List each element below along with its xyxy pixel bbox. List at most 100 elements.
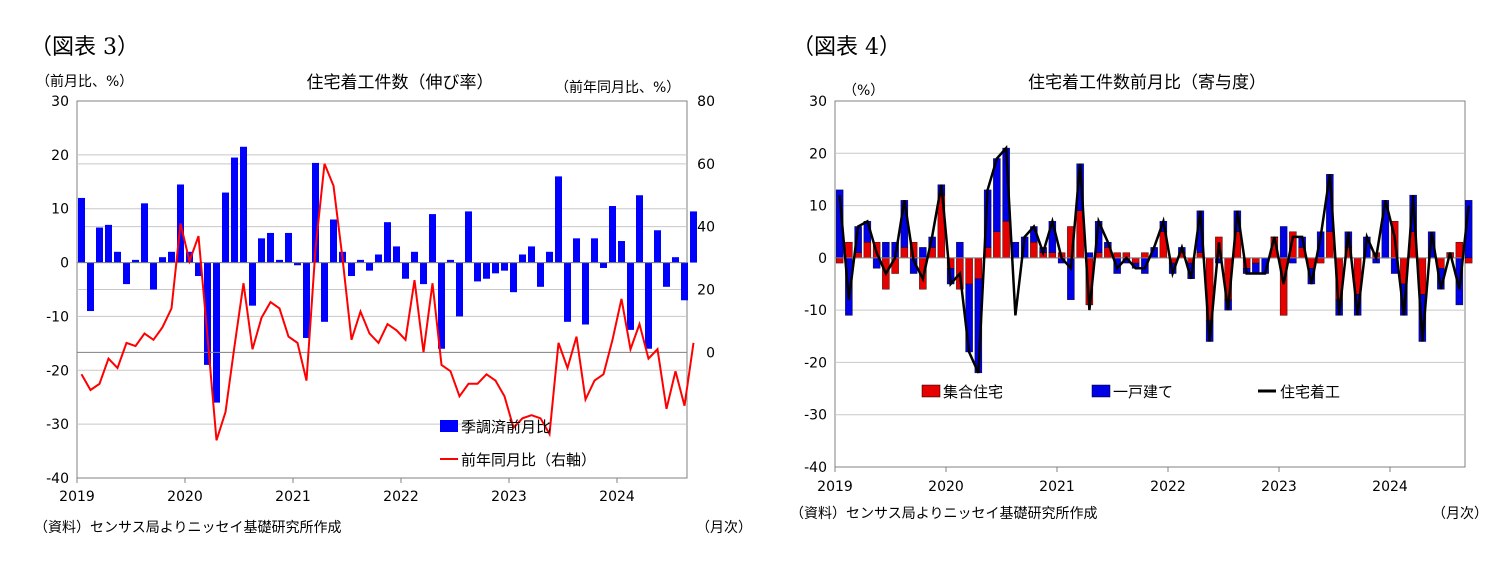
figure3-bar <box>78 197 85 263</box>
figure3-left-tick-label: -30 <box>46 417 69 433</box>
figure4-label: （図表 4） <box>792 35 901 60</box>
figure3-legend-swatch-bar <box>440 420 458 432</box>
figure3-label: （図表 3） <box>30 35 139 60</box>
figure3-bar <box>690 211 697 263</box>
figure3-bar <box>267 232 274 263</box>
figure3-month-note: （月次） <box>696 520 752 536</box>
figure4-bar-multi <box>863 241 872 259</box>
figure3-left-tick-label: -10 <box>46 309 69 325</box>
figure3-right-tick-label: 60 <box>697 157 715 173</box>
figure3-bar <box>168 251 175 263</box>
figure3-right-ticks: 80 60 40 20 0 <box>697 94 715 361</box>
figure-4: （図表 4） （%） 住宅着工件数前月比（寄与度） 30 20 10 0 -10 -20 -… <box>790 35 1488 522</box>
figure3-bar <box>537 262 544 287</box>
figure3-bar <box>285 232 292 263</box>
figure3-bar <box>132 259 139 263</box>
figure3-bar <box>249 262 256 306</box>
figure3-bar <box>456 262 463 317</box>
figure3-bar <box>555 176 562 263</box>
figure3-bar <box>195 262 202 277</box>
figure4-source-note: （資料）センサス局よりニッセイ基礎研究所作成 <box>790 505 1097 522</box>
figure3-legend: 季調済前月比 前年同月比（右軸） <box>440 418 596 469</box>
figure3-bar <box>663 262 670 287</box>
figure4-gridlines <box>835 152 1465 416</box>
figure4-month-note: （月次） <box>1432 506 1488 522</box>
figure4-bar-multi <box>1464 257 1473 264</box>
figure3-bar <box>645 262 652 349</box>
figure3-bar <box>294 262 301 266</box>
figure3-bar <box>582 262 589 325</box>
figure3-bar <box>114 251 121 263</box>
figure3-bar <box>222 192 229 263</box>
figure3-left-axis-label: （前月比、%） <box>36 73 133 90</box>
figure4-legend-swatch-single <box>1091 384 1111 398</box>
figure-3: （図表 3） （前月比、%） 住宅着工件数（伸び率） （前年同月比、%） 30 2… <box>30 35 752 536</box>
figure3-line-series <box>80 163 695 441</box>
figure4-x-tick-label: 2024 <box>1372 479 1408 495</box>
figure4-y-tick-label: -40 <box>804 460 827 476</box>
figure4-legend-swatch-multi <box>921 384 941 398</box>
figure3-bar <box>240 146 247 263</box>
figure3-chart-title: 住宅着工件数（伸び率） <box>307 73 494 93</box>
figure3-bar <box>321 262 328 322</box>
figure3-right-axis-label: （前年同月比、%） <box>555 79 680 96</box>
figure3-x-tick-label: 2020 <box>167 489 203 505</box>
figure4-x-tick-label: 2021 <box>1039 479 1075 495</box>
figure4-bar-multi <box>1316 257 1325 264</box>
figure4-bar-multi <box>965 257 973 285</box>
figure3-bar <box>411 251 418 263</box>
figure3-x-tick-label: 2021 <box>275 489 311 505</box>
figure3-bar <box>474 262 481 282</box>
figure3-bar <box>96 227 103 263</box>
figure3-bar <box>150 262 157 290</box>
figure3-right-tick-label: 40 <box>697 220 715 236</box>
figure3-bar <box>204 262 211 365</box>
figure4-axis-label: （%） <box>843 83 884 99</box>
figure4-bar-single <box>1289 257 1297 264</box>
figure3-x-tick-label: 2023 <box>491 489 527 505</box>
figure4-bar-single <box>1252 262 1260 274</box>
figure3-bar <box>87 262 94 312</box>
figure3-bar <box>636 195 643 263</box>
figure4-y-tick-label: 30 <box>809 94 827 110</box>
figure4-bar-multi <box>845 241 853 259</box>
figure4-bar-multi <box>1141 252 1149 259</box>
figure4-x-tick-label: 2023 <box>1261 479 1297 495</box>
figure4-bar-single <box>919 247 927 259</box>
figure3-bar <box>366 262 373 271</box>
figure3-bar <box>330 219 337 263</box>
figure4-x-tick-label: 2020 <box>928 479 964 495</box>
figure3-left-tick-label: -20 <box>46 363 69 379</box>
figure3-bar <box>276 259 283 263</box>
figure3-bars <box>77 146 697 403</box>
figure3-bar <box>393 246 400 263</box>
figure3-bar <box>357 259 364 263</box>
figure3-bar <box>483 262 490 279</box>
figure4-x-tick-label: 2022 <box>1150 479 1186 495</box>
figure3-bar <box>402 262 409 279</box>
figure3-bar <box>303 262 310 338</box>
figure3-x-tick-label: 2019 <box>59 489 95 505</box>
figure3-bar <box>600 262 607 268</box>
figure3-source-note: （資料）センサス局よりニッセイ基礎研究所作成 <box>34 519 341 536</box>
figure3-legend-line-label: 前年同月比（右軸） <box>461 451 596 469</box>
figure3-yoy-line <box>80 163 695 441</box>
figure3-bar <box>528 246 535 263</box>
figure3-bar <box>231 157 238 263</box>
figure4-x-ticks: 2019 2020 2021 2022 2023 2024 <box>817 467 1408 495</box>
figure3-bar <box>159 257 166 263</box>
figure3-bar <box>510 262 517 293</box>
figure4-bar-multi <box>1002 221 1010 259</box>
figure4-bar-multi <box>974 257 983 279</box>
figure4-legend-single-label: 一戸建て <box>1113 383 1173 401</box>
figure4-y-tick-label: 20 <box>809 146 827 162</box>
figure3-bar <box>123 262 130 285</box>
figure3-x-ticks: 2019 2020 2021 2022 2023 2024 <box>59 478 635 505</box>
figure3-left-tick-label: 30 <box>51 94 69 110</box>
figure3-bar <box>573 238 580 263</box>
figure4-legend: 集合住宅 一戸建て 住宅着工 <box>921 383 1340 401</box>
figure3-bar <box>618 241 625 263</box>
figure4-total-line <box>838 144 1470 374</box>
figure3-bar <box>465 211 472 263</box>
